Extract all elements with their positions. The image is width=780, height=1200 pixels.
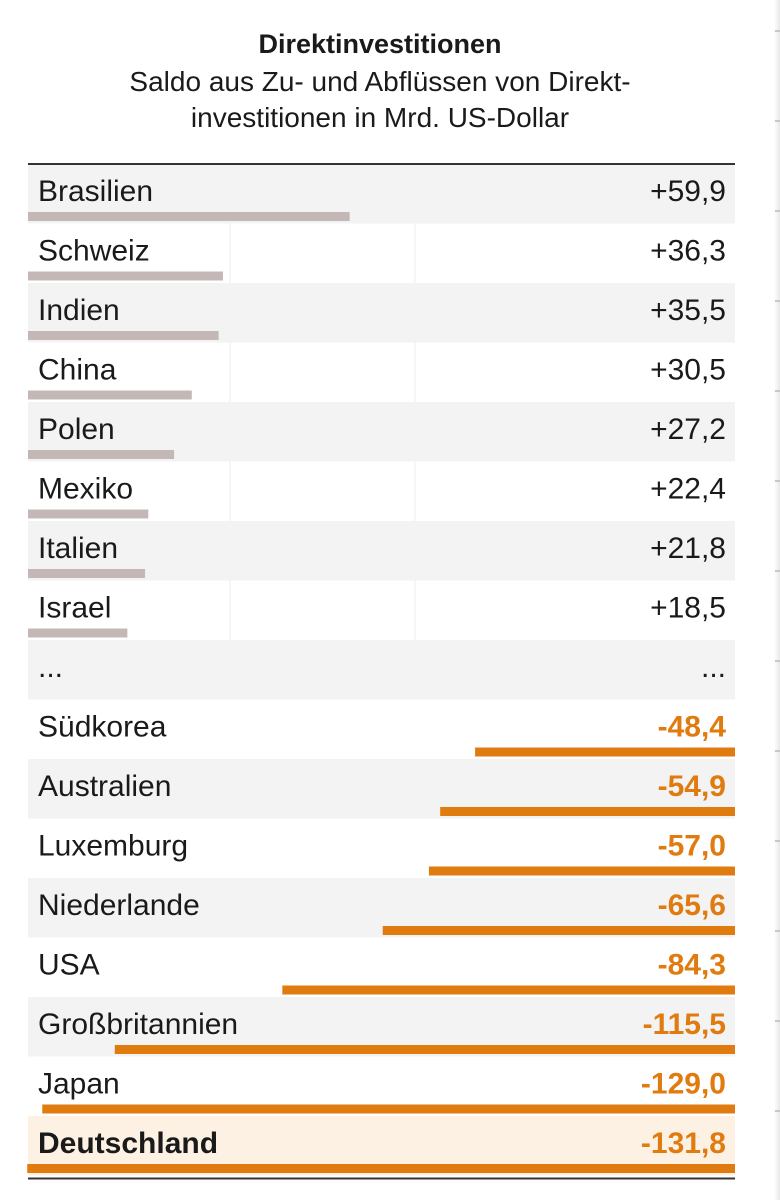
bar-positive [28, 271, 223, 281]
row-value: -65,6 [658, 889, 726, 922]
row-label: Niederlande [38, 889, 200, 922]
row-label: Australien [38, 770, 171, 803]
bar-negative [475, 747, 735, 757]
row-label: Indien [38, 294, 120, 327]
row-label: Deutschland [38, 1127, 218, 1160]
row-stripe [28, 521, 735, 581]
bar-positive [28, 331, 219, 340]
chart-subtitle: Saldo aus Zu- und Abflüssen von Direkt- … [0, 64, 760, 136]
row-label: Schweiz [38, 235, 150, 268]
bar-positive [28, 212, 350, 221]
row-value: +18,5 [650, 592, 726, 625]
bar-negative [114, 1045, 735, 1054]
row-value: +22,4 [650, 473, 726, 506]
row-value: -57,0 [658, 830, 726, 863]
row-value: +21,8 [650, 532, 726, 565]
row-value: -131,8 [641, 1127, 726, 1160]
row-value: -115,5 [643, 1008, 726, 1041]
row-value: -54,9 [658, 770, 726, 803]
bar-negative [428, 866, 735, 876]
chart-subtitle-line-2: investitionen in Mrd. US-Dollar [190, 102, 570, 133]
chart-header: Direktinvestitionen Saldo aus Zu- und Ab… [0, 26, 760, 136]
bar-positive [28, 569, 146, 578]
chart-subtitle-line-1: Saldo aus Zu- und Abflüssen von Direkt- [129, 66, 631, 97]
row-stripe [28, 640, 735, 700]
row-label: Japan [38, 1068, 120, 1101]
row-value: -84,3 [658, 949, 726, 982]
bar-negative [42, 1104, 735, 1114]
row-label: Mexiko [38, 473, 133, 506]
row-label: Polen [38, 413, 115, 446]
bar-negative [27, 1164, 735, 1173]
row-label: Großbritannien [38, 1008, 238, 1041]
bar-positive [28, 509, 149, 519]
page-edge [774, 0, 780, 1200]
row-value: +59,9 [650, 175, 726, 208]
bar-positive [28, 628, 128, 638]
row-value: -129,0 [641, 1068, 726, 1101]
bar-negative [282, 985, 735, 995]
bar-negative [440, 807, 735, 816]
bar-negative [382, 926, 735, 935]
chart-title: Direktinvestitionen [258, 29, 502, 59]
row-label: Luxemburg [38, 830, 188, 863]
bar-positive [28, 390, 192, 400]
row-label: Brasilien [38, 175, 153, 208]
row-label: USA [38, 949, 100, 982]
bar-positive [28, 450, 175, 459]
row-label: China [38, 354, 117, 387]
row-label: ... [38, 651, 63, 684]
row-value: +27,2 [650, 413, 726, 446]
row-label: Israel [38, 592, 111, 625]
row-value: ... [701, 651, 726, 684]
row-value: +35,5 [650, 294, 726, 327]
row-value: +36,3 [650, 235, 726, 268]
row-value: +30,5 [650, 354, 726, 387]
row-value: -48,4 [658, 711, 727, 744]
row-label: Südkorea [38, 711, 167, 744]
row-label: Italien [38, 532, 118, 565]
